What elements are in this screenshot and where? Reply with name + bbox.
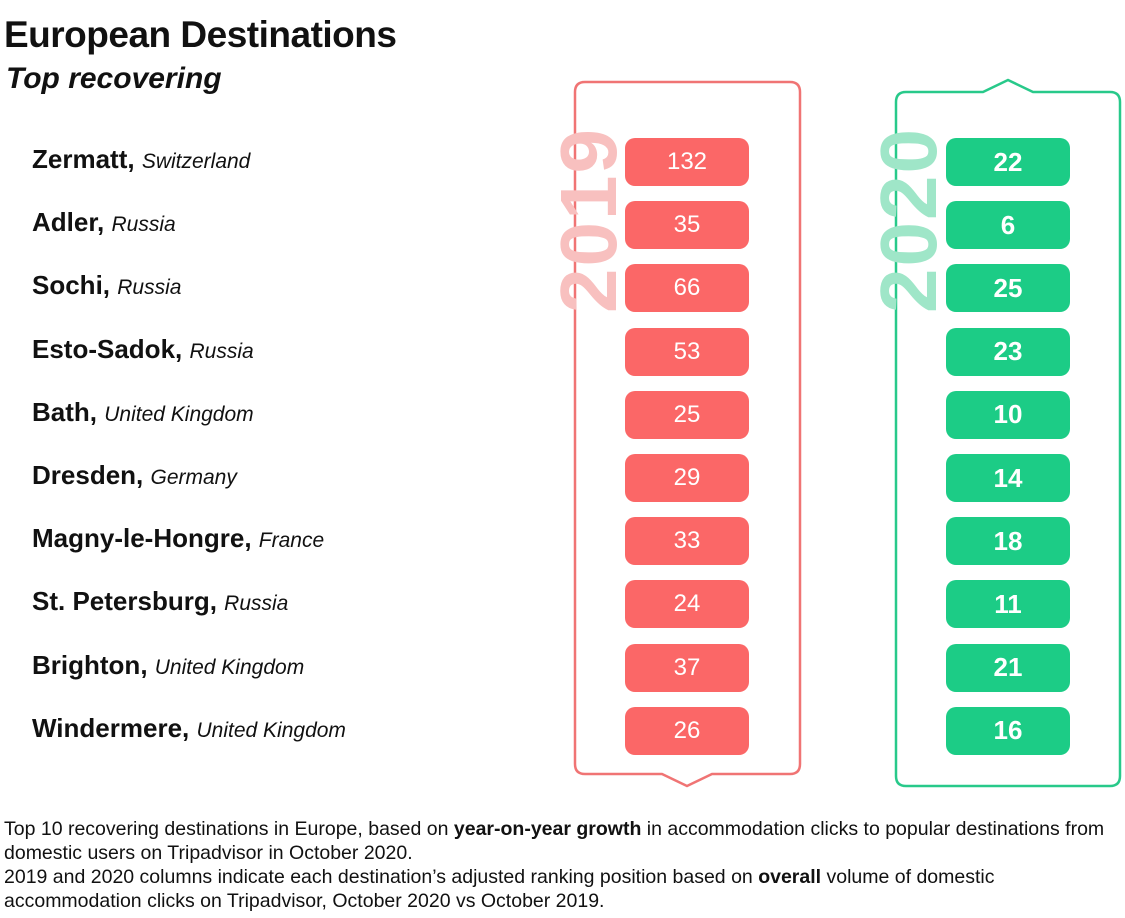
destination-city: Bath [32, 396, 90, 427]
destination-label: Dresden, Germany [32, 460, 237, 491]
rank-2020-pill: 18 [946, 517, 1070, 566]
footnote-text: in accommodation clicks to popular desti… [4, 818, 1105, 864]
footnote-paragraph-1: Top 10 recovering destinations in Europe… [4, 817, 1114, 865]
destination-city: Adler [32, 207, 98, 238]
rank-2019-pill: 37 [625, 643, 749, 692]
separator: , [175, 333, 190, 364]
table-row: Zermatt, Switzerland 132 22 [0, 138, 1125, 186]
rank-2020-pill: 14 [946, 454, 1070, 502]
rank-2019-pill: 66 [625, 264, 749, 313]
rank-2020-pill: 25 [946, 264, 1070, 313]
rank-2019-pill: 132 [625, 138, 749, 186]
footnote: Top 10 recovering destinations in Europe… [4, 817, 1114, 913]
separator: , [136, 460, 151, 490]
table-row: Windermere, United Kingdom 26 16 [0, 706, 1125, 755]
destination-country: Russia [189, 339, 254, 363]
separator: , [102, 270, 118, 301]
destination-country: United Kingdom [154, 655, 305, 679]
page-title: European Destinations [4, 14, 397, 55]
rank-2020-pill: 16 [946, 706, 1070, 755]
separator: , [97, 207, 112, 238]
destination-country: United Kingdom [196, 718, 346, 742]
destination-label: Sochi, Russia [32, 270, 181, 301]
footnote-emphasis: year-on-year growth [453, 818, 642, 840]
rank-2019-pill: 33 [625, 517, 749, 566]
destination-country: Russia [224, 592, 289, 616]
rank-2020-pill: 10 [946, 390, 1070, 439]
rank-2019-pill: 53 [625, 327, 749, 376]
rank-2020-pill: 23 [946, 327, 1070, 376]
table-row: Esto-Sadok, Russia 53 23 [0, 327, 1125, 376]
destination-city: Brighton [32, 649, 141, 680]
destination-city: Esto-Sadok [32, 333, 176, 364]
destination-label: Adler, Russia [32, 207, 176, 238]
rank-2020-pill: 22 [946, 138, 1070, 186]
table-row: Dresden, Germany 29 14 [0, 454, 1125, 502]
frame-2020 [894, 78, 1122, 788]
table-row: Brighton, United Kingdom 37 21 [0, 643, 1125, 692]
separator: , [140, 649, 155, 680]
table-row: Sochi, Russia 66 25 [0, 264, 1125, 313]
table-row: Magny-le-Hongre, France 33 18 [0, 517, 1125, 566]
rank-2019-pill: 29 [625, 454, 749, 502]
destination-city: Sochi [32, 270, 103, 301]
destination-country: Germany [150, 466, 237, 489]
destination-city: St. Petersburg [32, 586, 210, 617]
separator: , [127, 144, 142, 174]
destination-country: Switzerland [141, 150, 251, 173]
separator: , [209, 586, 225, 617]
destination-label: St. Petersburg, Russia [32, 586, 288, 617]
destination-country: Russia [117, 276, 182, 300]
destination-country: United Kingdom [104, 402, 254, 426]
separator: , [182, 712, 197, 743]
separator: , [244, 523, 259, 554]
rank-2020-pill: 6 [946, 201, 1070, 250]
table-row: Adler, Russia 35 6 [0, 201, 1125, 250]
table-row: Bath, United Kingdom 25 10 [0, 390, 1125, 439]
rank-2019-pill: 25 [625, 390, 749, 439]
frame-2019 [573, 80, 802, 788]
table-row: St. Petersburg, Russia 24 11 [0, 580, 1125, 629]
destination-label: Esto-Sadok, Russia [32, 334, 254, 365]
destination-label: Magny-le-Hongre, France [32, 523, 324, 554]
footnote-text: volume of domestic accommodation clicks … [4, 866, 995, 912]
footnote-text: 2019 and 2020 columns indicate each dest… [4, 866, 759, 888]
footnote-emphasis: overall [758, 866, 822, 888]
destination-city: Dresden [32, 460, 137, 490]
destination-label: Zermatt, Switzerland [32, 144, 250, 175]
destination-label: Windermere, United Kingdom [32, 713, 346, 744]
destination-city: Windermere [32, 712, 183, 743]
footnote-paragraph-2: 2019 and 2020 columns indicate each dest… [4, 865, 1114, 913]
destination-country: France [258, 529, 325, 553]
destination-city: Magny-le-Hongre [32, 523, 245, 554]
destination-label: Bath, United Kingdom [32, 397, 254, 428]
destination-city: Zermatt [32, 144, 128, 174]
separator: , [89, 396, 105, 427]
rank-2019-pill: 26 [625, 706, 749, 755]
rank-2020-pill: 21 [946, 643, 1070, 692]
rank-2019-pill: 24 [625, 580, 749, 629]
destination-country: Russia [111, 213, 176, 237]
rank-2019-pill: 35 [625, 201, 749, 250]
footnote-text: Top 10 recovering destinations in Europe… [4, 818, 454, 840]
destination-label: Brighton, United Kingdom [32, 650, 304, 681]
rank-2020-pill: 11 [946, 580, 1070, 629]
page-subtitle: Top recovering [6, 62, 222, 95]
